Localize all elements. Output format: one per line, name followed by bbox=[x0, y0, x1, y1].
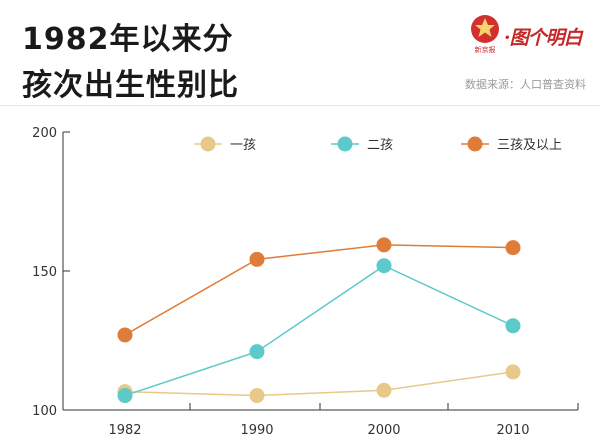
data-point bbox=[117, 388, 133, 404]
legend-label: 二孩 bbox=[367, 138, 393, 153]
page-title: 1982年以来分 bbox=[22, 22, 234, 57]
series-line bbox=[124, 244, 514, 336]
data-point bbox=[117, 327, 133, 343]
y-tick-label: 150 bbox=[32, 265, 57, 280]
data-point bbox=[505, 240, 521, 256]
data-source: 数据来源：人口普查资料 bbox=[465, 78, 586, 91]
data-point bbox=[249, 251, 265, 267]
logo-text: ·图个明白 bbox=[504, 27, 583, 49]
y-tick-label: 100 bbox=[32, 404, 57, 419]
legend: 一孩 二孩 三孩及以上 bbox=[194, 136, 562, 153]
series-lines bbox=[124, 244, 514, 397]
legend-marker bbox=[467, 136, 483, 152]
logo-seal-text: 新京报 bbox=[474, 46, 496, 54]
series-points bbox=[117, 237, 521, 404]
data-point bbox=[376, 237, 392, 253]
legend-label: 一孩 bbox=[230, 138, 256, 153]
page-subtitle: 孩次出生性别比 bbox=[22, 68, 239, 103]
legend-label: 三孩及以上 bbox=[497, 138, 562, 153]
brand-logo: 新京报 ·图个明白 bbox=[468, 14, 592, 58]
seal-icon bbox=[471, 15, 499, 43]
data-point bbox=[249, 388, 265, 404]
series-line bbox=[124, 264, 514, 397]
data-point bbox=[376, 382, 392, 398]
data-point bbox=[505, 318, 521, 334]
data-point bbox=[249, 344, 265, 360]
data-point bbox=[376, 258, 392, 274]
x-tick-label: 2000 bbox=[367, 423, 400, 438]
x-tick-label: 2010 bbox=[496, 423, 529, 438]
y-tick-label: 200 bbox=[32, 126, 57, 141]
x-tick-label: 1982 bbox=[108, 423, 141, 438]
header-divider bbox=[0, 105, 600, 106]
x-tick-label: 1990 bbox=[240, 423, 273, 438]
series-line bbox=[124, 371, 514, 397]
legend-marker bbox=[200, 136, 216, 152]
axes: 100 150 200 1982 1990 2000 2010 bbox=[32, 126, 579, 438]
legend-marker bbox=[337, 136, 353, 152]
data-point bbox=[505, 364, 521, 380]
